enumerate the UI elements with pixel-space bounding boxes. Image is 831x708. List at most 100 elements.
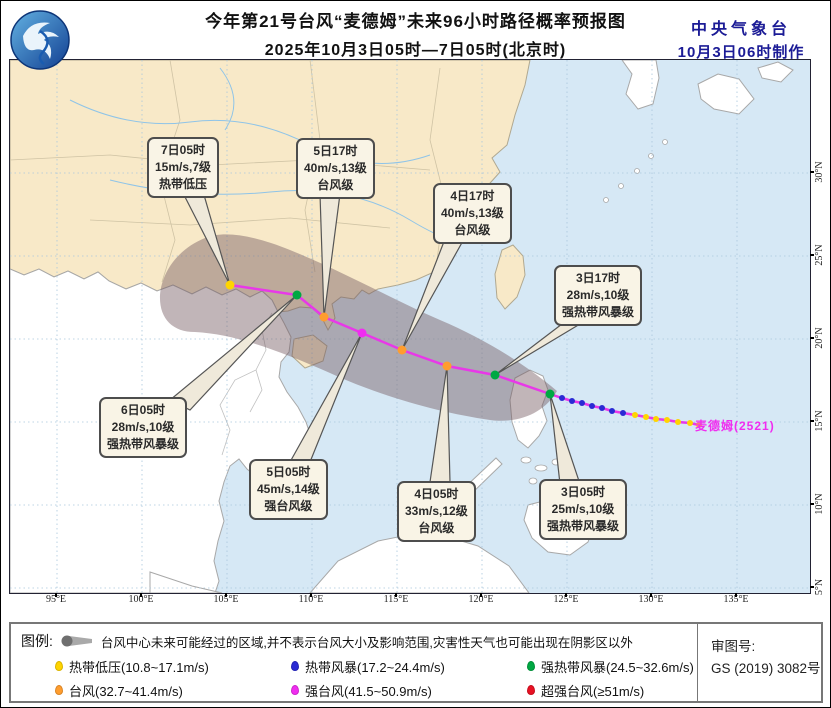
lon-tick <box>480 593 482 597</box>
lon-label: 110°E <box>298 594 324 605</box>
agency-stamp: 中央气象台 10月3日06时制作 <box>657 15 825 62</box>
probability-cone <box>159 234 558 421</box>
callout-wind: 28m/s,10级 <box>566 288 630 302</box>
callout-3d17: 3日17时 28m/s,10级 强热带风暴级 <box>554 265 643 326</box>
forecast-point <box>292 290 302 300</box>
callout-time: 7日05时 <box>161 143 206 157</box>
observed-point <box>696 422 702 428</box>
land-japan-islands <box>757 61 794 83</box>
lon-tick <box>55 593 57 597</box>
title-block: 今年第21号台风“麦德姆”未来96小时路径概率预报图 2025年10月3日05时… <box>1 7 830 60</box>
cma-logo <box>9 9 71 76</box>
legend-label: 强热带风暴(24.5~32.6m/s) <box>541 659 694 675</box>
callout-category: 强热带风暴级 <box>562 305 635 319</box>
callout-category: 热带低压 <box>159 177 208 191</box>
legend-item: 强热带风暴(24.5~32.6m/s) <box>527 657 757 676</box>
callout-3d05: 3日05时 25m/s,10级 强热带风暴级 <box>539 479 628 540</box>
lat-label: 30°N <box>814 161 825 183</box>
legend-items: 热带低压(10.8~17.1m/s) 热带风暴(17.2~24.4m/s) 强热带风… <box>55 654 757 702</box>
agency-name: 中央气象台 <box>690 21 791 38</box>
legend-label: 台风(32.7~41.4m/s) <box>69 683 183 699</box>
lon-tick <box>225 593 227 597</box>
lat-label: 15°N <box>814 410 825 432</box>
page-subtitle: 2025年10月3日05时—7日05时(北京时) <box>264 42 567 59</box>
lon-tick <box>140 593 142 597</box>
legend-label: 热带低压(10.8~17.1m/s) <box>69 659 209 675</box>
observed-point <box>599 405 605 411</box>
legend-cone-text: 台风中心未来可能经过的区域,并不表示台风大小及影响范围,灾害性天气也可能出现在阴… <box>100 635 633 650</box>
observed-point <box>609 408 615 414</box>
callout-category: 强热带风暴级 <box>107 437 180 451</box>
lat-tick <box>810 337 814 339</box>
callout-category: 台风级 <box>317 178 354 192</box>
lat-tick <box>810 420 814 422</box>
lat-label: 5°N <box>814 578 825 596</box>
forecast-point <box>319 312 329 322</box>
page-title: 今年第21号台风“麦德姆”未来96小时路径概率预报图 <box>205 12 626 31</box>
lon-label: 105°E <box>213 594 239 605</box>
callout-wind: 33m/s,12级 <box>405 504 468 518</box>
approval-number: GS (2019) 3082号 <box>711 661 821 676</box>
callout-wind: 45m/s,14级 <box>257 482 320 496</box>
approval-label: 审图号: <box>711 639 756 654</box>
forecast-point <box>442 361 452 371</box>
legend-symbol-sts <box>527 661 535 671</box>
callout-category: 强热带风暴级 <box>547 519 620 533</box>
callout-wind: 28m/s,10级 <box>111 420 175 434</box>
callout-7d05: 7日05时 15m/s,7级 热带低压 <box>147 137 220 198</box>
observed-point <box>559 395 565 401</box>
observed-point <box>643 414 649 420</box>
lon-tick <box>650 593 652 597</box>
callout-pointers <box>168 193 583 485</box>
callout-5d17: 5日17时 40m/s,13级 台风级 <box>296 138 375 199</box>
legend-symbol-sty <box>291 685 299 695</box>
callout-time: 6日05时 <box>120 403 166 417</box>
legend-symbol-super <box>527 685 535 695</box>
callout-wind: 40m/s,13级 <box>304 161 367 175</box>
land-hainan <box>291 334 328 369</box>
callout-5d05: 5日05时 45m/s,14级 强台风级 <box>249 459 328 520</box>
lon-label: 125°E <box>553 594 579 605</box>
legend-symbol-ts <box>291 661 299 671</box>
callout-time: 5日05时 <box>266 465 311 479</box>
callout-time: 3日05时 <box>560 485 606 499</box>
observed-point <box>620 410 626 416</box>
legend-symbol-td <box>55 661 63 671</box>
map-approval-block: 审图号: GS (2019) 3082号 <box>711 636 821 680</box>
callout-time: 5日17时 <box>313 144 358 158</box>
lon-tick <box>395 593 397 597</box>
cone-icon <box>61 635 92 647</box>
lon-label: 120°E <box>468 594 494 605</box>
observed-point <box>653 416 659 422</box>
land-taiwan <box>494 244 526 310</box>
observed-point <box>579 400 585 406</box>
observed-point <box>664 417 670 423</box>
callout-time: 4日05时 <box>414 487 459 501</box>
lat-tick <box>810 586 814 588</box>
callout-category: 强台风级 <box>264 499 313 513</box>
callout-4d05: 4日05时 33m/s,12级 台风级 <box>397 481 476 542</box>
lat-label: 20°N <box>814 327 825 349</box>
lon-label: 115°E <box>383 594 409 605</box>
observed-point <box>675 419 681 425</box>
legend-item: 强台风(41.5~50.9m/s) <box>291 681 527 700</box>
lon-label: 100°E <box>128 594 154 605</box>
callout-time: 4日17时 <box>450 189 495 203</box>
observed-point <box>632 412 638 418</box>
forecast-point <box>490 370 500 380</box>
callout-wind: 15m/s,7级 <box>155 160 212 174</box>
observed-point <box>687 420 693 426</box>
legend-item: 热带低压(10.8~17.1m/s) <box>55 657 291 676</box>
callout-4d17: 4日17时 40m/s,13级 台风级 <box>433 183 512 244</box>
forecast-point <box>397 345 407 355</box>
agency-issue-time: 10月3日06时制作 <box>677 44 805 61</box>
callout-time: 3日17时 <box>575 271 621 285</box>
legend-cone-row: 图例: 台风中心未来可能经过的区域,并不表示台风大小及影响范围,灾害性天气也可能… <box>21 631 633 651</box>
lat-label: 10°N <box>814 493 825 515</box>
lon-tick <box>310 593 312 597</box>
legend-item: 热带风暴(17.2~24.4m/s) <box>291 657 527 676</box>
forecast-point <box>545 389 555 399</box>
callout-6d05: 6日05时 28m/s,10级 强热带风暴级 <box>99 397 188 458</box>
lat-tick <box>810 254 814 256</box>
